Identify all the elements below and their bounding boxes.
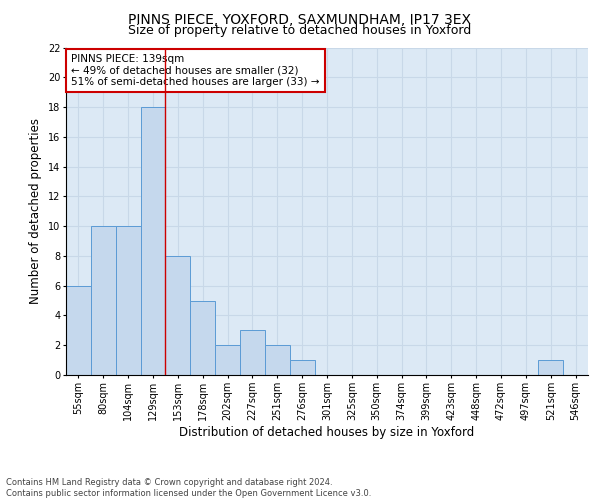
Bar: [290, 360, 314, 375]
Bar: [91, 226, 116, 375]
Bar: [140, 107, 166, 375]
Y-axis label: Number of detached properties: Number of detached properties: [29, 118, 43, 304]
Text: Size of property relative to detached houses in Yoxford: Size of property relative to detached ho…: [128, 24, 472, 37]
Text: PINNS PIECE: 139sqm
← 49% of detached houses are smaller (32)
51% of semi-detach: PINNS PIECE: 139sqm ← 49% of detached ho…: [71, 54, 320, 87]
Bar: [166, 256, 190, 375]
Bar: [66, 286, 91, 375]
Bar: [116, 226, 140, 375]
Text: Contains HM Land Registry data © Crown copyright and database right 2024.
Contai: Contains HM Land Registry data © Crown c…: [6, 478, 371, 498]
Bar: [240, 330, 265, 375]
Bar: [215, 345, 240, 375]
Bar: [538, 360, 563, 375]
X-axis label: Distribution of detached houses by size in Yoxford: Distribution of detached houses by size …: [179, 426, 475, 438]
Bar: [265, 345, 290, 375]
Bar: [190, 300, 215, 375]
Text: PINNS PIECE, YOXFORD, SAXMUNDHAM, IP17 3EX: PINNS PIECE, YOXFORD, SAXMUNDHAM, IP17 3…: [128, 12, 472, 26]
